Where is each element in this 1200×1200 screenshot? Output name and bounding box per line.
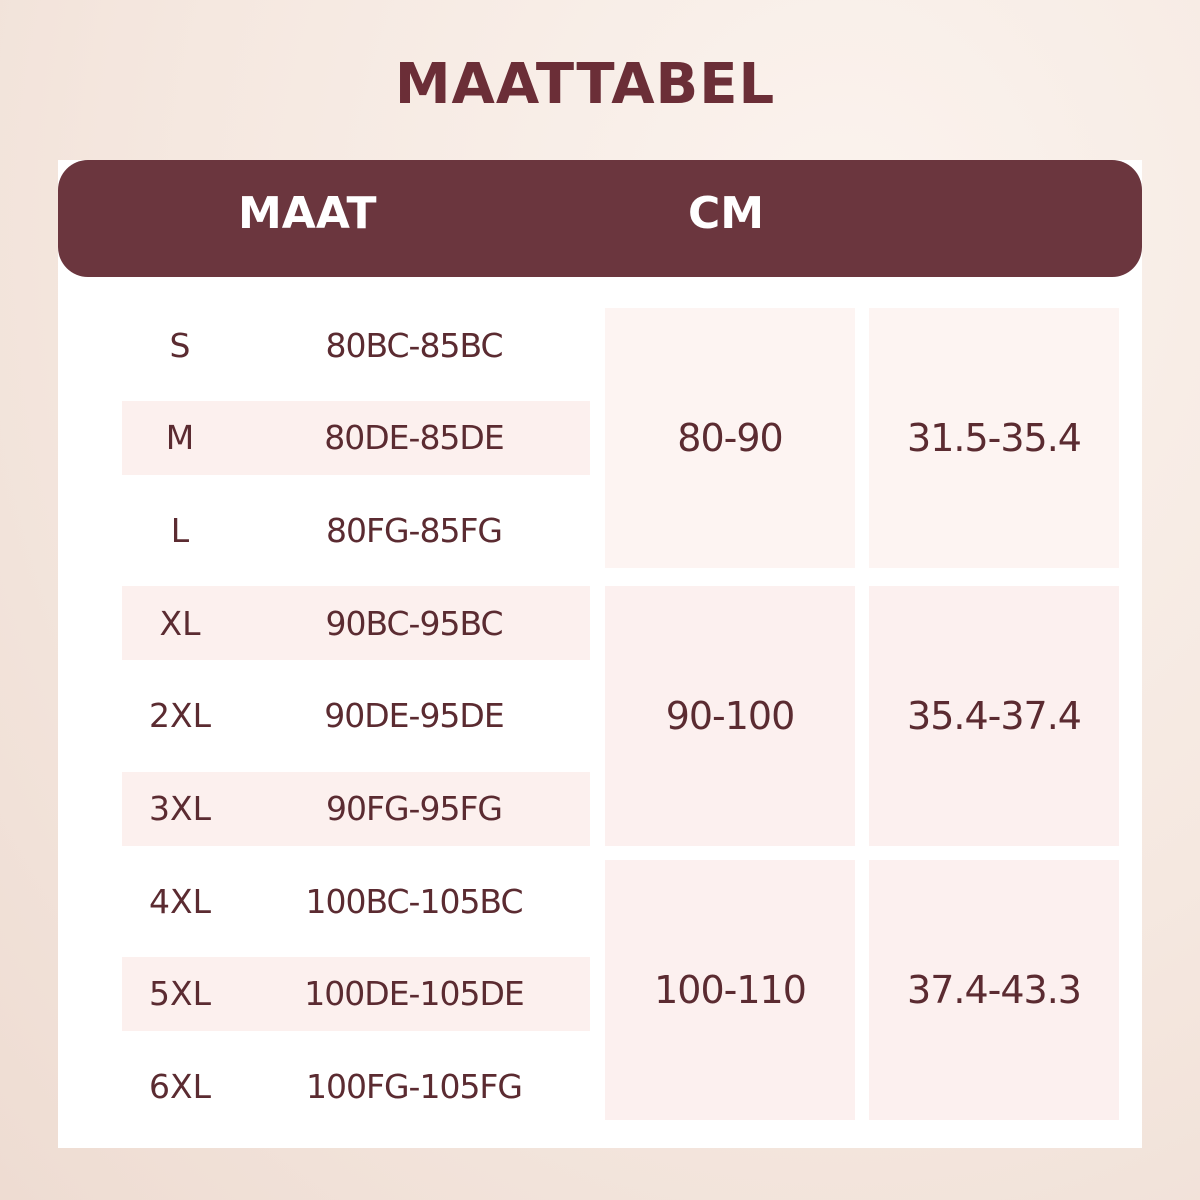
inch-range: 35.4-37.4 (869, 586, 1119, 846)
table-row: M 80DE-85DE (122, 400, 590, 475)
size-label: 3XL (149, 789, 211, 828)
bra-size: 100BC-105BC (305, 881, 523, 921)
bra-size: 80FG-85FG (326, 510, 503, 550)
bra-size: 90BC-95BC (325, 603, 503, 643)
header-cm: CM (688, 188, 765, 239)
table-row: S 80BC-85BC (122, 308, 590, 382)
table-header: MAAT CM (58, 160, 1142, 277)
bra-size: 80BC-85BC (325, 325, 503, 365)
size-label: 6XL (149, 1067, 211, 1107)
size-label: S (169, 325, 191, 365)
cm-range: 80-90 (605, 308, 855, 568)
bra-size: 80DE-85DE (324, 418, 504, 458)
table-row: 3XL 90FG-95FG (122, 771, 590, 846)
bra-size: 90DE-95DE (324, 696, 504, 736)
bra-size: 100DE-105DE (304, 974, 524, 1014)
cm-range: 100-110 (605, 860, 855, 1120)
size-label: 5XL (149, 974, 211, 1014)
bra-size: 90FG-95FG (326, 789, 503, 828)
cm-range: 90-100 (605, 586, 855, 846)
size-label: M (165, 418, 195, 458)
bra-size: 100FG-105FG (306, 1067, 523, 1107)
table-row: 6XL 100FG-105FG (122, 1050, 590, 1124)
table-row: 5XL 100DE-105DE (122, 956, 590, 1031)
page-title: MAATTABEL (394, 52, 776, 117)
size-label: XL (159, 603, 201, 643)
header-maat: MAAT (238, 188, 377, 239)
table-row: 2XL 90DE-95DE (122, 679, 590, 753)
size-label: 2XL (149, 696, 211, 736)
inch-range: 31.5-35.4 (869, 308, 1119, 568)
inch-range: 37.4-43.3 (869, 860, 1119, 1120)
size-label: L (170, 510, 190, 550)
size-label: 4XL (149, 881, 211, 921)
table-row: 4XL 100BC-105BC (122, 864, 590, 938)
table-row: XL 90BC-95BC (122, 586, 590, 661)
table-row: L 80FG-85FG (122, 493, 590, 567)
